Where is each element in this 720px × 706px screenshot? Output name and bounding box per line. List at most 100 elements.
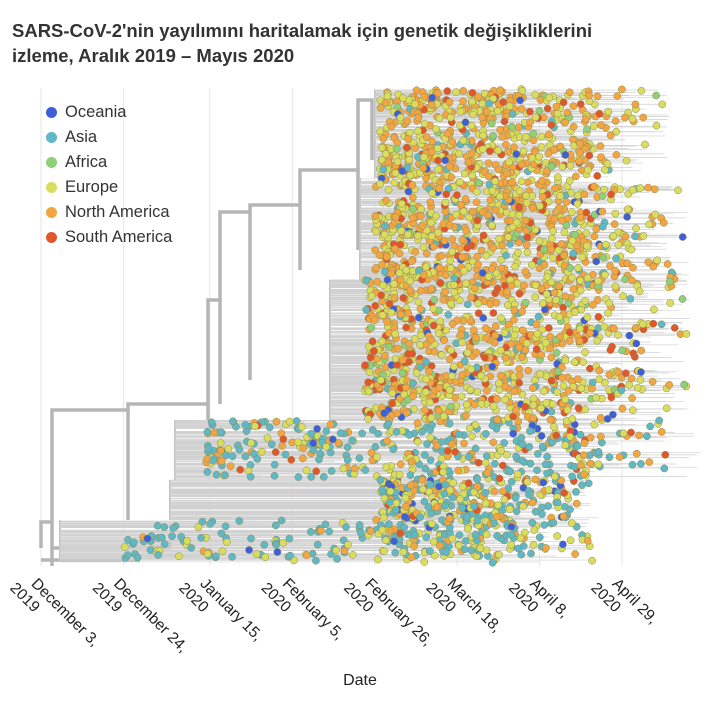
tip-europe (481, 458, 490, 467)
tip-north-america (387, 122, 396, 131)
tip-asia (643, 432, 651, 441)
tip-europe (194, 523, 203, 532)
tip-europe (420, 153, 428, 162)
tip-asia (517, 433, 526, 442)
tip-oceania (143, 534, 152, 543)
tip-north-america (507, 339, 516, 348)
tip-europe (402, 266, 410, 275)
tip-europe (421, 388, 430, 396)
legend-item-africa: Africa (46, 150, 172, 175)
tip-asia (490, 519, 498, 528)
tip-europe (430, 551, 439, 560)
tip-north-america (532, 320, 541, 329)
tip-oceania (603, 415, 612, 423)
tip-north-america (429, 242, 438, 251)
tip-north-america (217, 446, 225, 455)
tip-europe (513, 470, 522, 479)
tip-europe (543, 273, 552, 281)
tip-europe (545, 93, 554, 102)
tip-africa (408, 205, 417, 213)
tip-europe (600, 379, 609, 387)
tip-north-america (650, 185, 659, 194)
tip-africa (430, 295, 439, 304)
x-tick-label: February 5,2020 (258, 575, 347, 643)
tip-north-america (448, 235, 457, 244)
tip-oceania (398, 167, 407, 175)
tip-asia (599, 222, 607, 231)
tip-europe (456, 177, 464, 186)
tip-europe (427, 232, 436, 241)
tip-europe (493, 107, 502, 116)
tip-south-america (399, 294, 408, 302)
tip-europe (604, 309, 612, 317)
tip-north-america (598, 207, 607, 216)
tip-north-america (440, 236, 449, 245)
tip-asia (655, 416, 664, 425)
tip-north-america (621, 113, 629, 122)
tip-europe (500, 328, 509, 337)
tip-north-america (491, 206, 500, 215)
tip-europe (378, 337, 386, 346)
tip-europe (507, 540, 516, 549)
tip-europe (477, 399, 486, 408)
tip-europe (376, 127, 384, 136)
tip-north-america (412, 86, 421, 95)
tip-asia (518, 456, 526, 465)
tip-europe (373, 453, 381, 461)
tip-north-america (521, 267, 530, 276)
tip-europe (571, 308, 579, 316)
tip-north-america (461, 195, 470, 203)
tip-europe (531, 293, 540, 301)
tip-north-america (571, 550, 579, 558)
tip-europe (627, 245, 636, 254)
tip-north-america (420, 92, 429, 101)
tip-north-america (557, 216, 566, 225)
tip-asia (572, 488, 580, 496)
tip-north-america (639, 113, 648, 122)
tip-europe (406, 171, 414, 180)
tip-europe (391, 169, 400, 177)
x-axis-ticks: December 3,2019 December 24,2019 January 1… (6, 575, 660, 656)
tip-south-america (532, 345, 541, 354)
tip-asia (322, 427, 331, 435)
tip-north-america (589, 301, 597, 309)
tip-asia (381, 222, 389, 230)
tip-north-america (592, 225, 601, 234)
tip-europe (446, 256, 454, 265)
tip-europe (548, 400, 557, 408)
tip-oceania (383, 275, 392, 284)
tip-north-america (544, 130, 553, 139)
tip-asia (358, 429, 366, 438)
tip-oceania (561, 151, 570, 159)
tip-asia (450, 274, 459, 282)
tip-north-america (376, 104, 385, 112)
tip-oceania (390, 537, 398, 546)
tip-north-america (472, 198, 481, 207)
tip-south-america (396, 529, 405, 538)
tip-north-america (586, 433, 595, 442)
tip-north-america (575, 157, 584, 166)
tip-oceania (625, 331, 634, 340)
tip-europe (413, 437, 422, 446)
tip-north-america (299, 444, 308, 453)
tip-europe (563, 406, 572, 414)
tip-north-america (317, 526, 325, 535)
legend-dot (46, 132, 57, 143)
tip-asia (507, 477, 516, 486)
tip-asia (241, 420, 250, 429)
tip-europe (566, 432, 575, 441)
tip-north-america (575, 337, 584, 346)
x-tick-label-line1: January 15, (196, 575, 265, 644)
tip-north-america (437, 252, 446, 260)
tip-oceania (678, 233, 687, 241)
tip-north-america (340, 547, 349, 555)
tip-north-america (407, 553, 416, 562)
tip-north-america (420, 271, 428, 279)
tip-south-america (393, 361, 402, 369)
tip-south-america (486, 147, 494, 156)
tip-north-america (402, 383, 410, 392)
tip-south-america (493, 284, 502, 293)
tip-north-america (278, 442, 286, 450)
tip-north-america (515, 371, 524, 380)
tip-north-america (418, 222, 427, 230)
